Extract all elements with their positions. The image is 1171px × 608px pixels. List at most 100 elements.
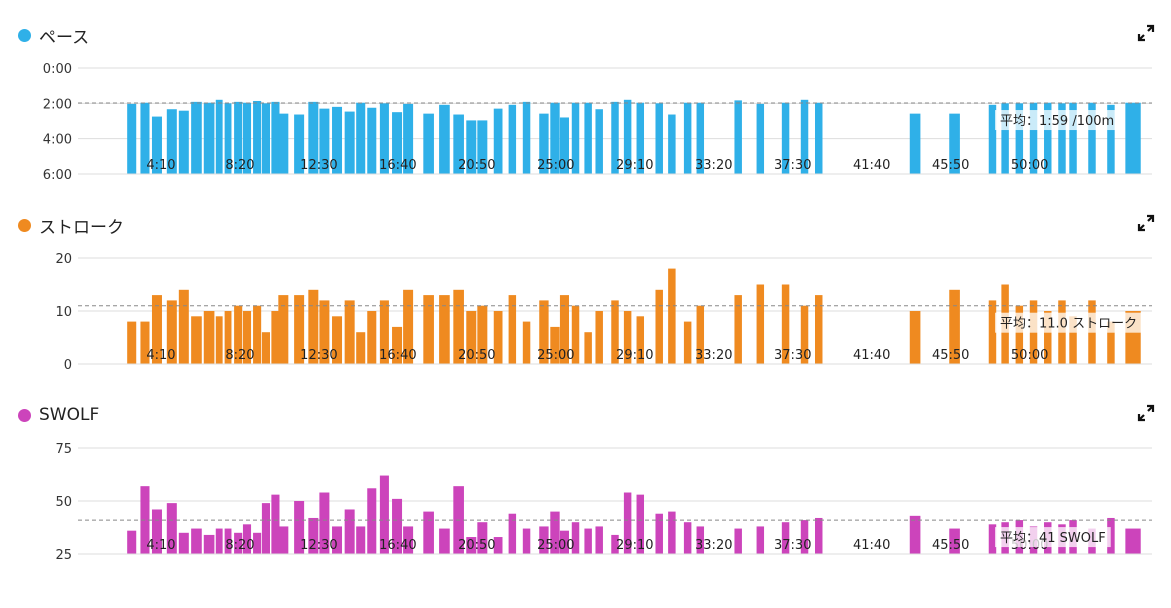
bar[interactable] (234, 101, 243, 174)
bar[interactable] (319, 108, 330, 174)
bar[interactable] (453, 114, 464, 174)
bar[interactable] (379, 103, 389, 174)
bar[interactable] (756, 284, 765, 365)
bar[interactable] (215, 528, 223, 554)
bar[interactable] (151, 295, 162, 364)
bar[interactable] (379, 300, 389, 364)
bar[interactable] (332, 106, 343, 174)
bar[interactable] (127, 103, 137, 174)
bar[interactable] (242, 311, 252, 364)
bar[interactable] (203, 311, 215, 364)
bar[interactable] (623, 99, 632, 174)
bar[interactable] (203, 534, 215, 554)
bar[interactable] (571, 102, 580, 174)
bar[interactable] (203, 102, 215, 174)
bar[interactable] (403, 289, 414, 364)
bar[interactable] (988, 104, 997, 174)
bar[interactable] (253, 305, 262, 364)
bar[interactable] (166, 503, 177, 554)
bar[interactable] (477, 120, 488, 174)
bar[interactable] (909, 311, 921, 364)
bar[interactable] (522, 101, 531, 174)
bar[interactable] (178, 532, 189, 554)
bar[interactable] (271, 494, 280, 554)
bar[interactable] (477, 522, 488, 554)
bar[interactable] (1015, 103, 1024, 174)
bar[interactable] (550, 102, 560, 174)
bar[interactable] (1044, 102, 1052, 174)
bar[interactable] (683, 522, 692, 554)
bar[interactable] (1107, 104, 1115, 174)
bar[interactable] (949, 528, 960, 554)
bar[interactable] (234, 532, 243, 554)
bar[interactable] (1044, 311, 1052, 364)
bar[interactable] (522, 321, 531, 364)
bar[interactable] (191, 528, 202, 554)
bar[interactable] (623, 311, 632, 364)
expand-icon[interactable] (1137, 214, 1155, 232)
bar[interactable] (356, 526, 366, 554)
bar[interactable] (668, 268, 676, 364)
bar[interactable] (756, 103, 765, 174)
bar[interactable] (234, 305, 243, 364)
bar[interactable] (224, 528, 232, 554)
bar[interactable] (949, 289, 960, 364)
bar[interactable] (1107, 517, 1115, 554)
bar[interactable] (584, 332, 592, 364)
bar[interactable] (550, 326, 560, 364)
bar[interactable] (466, 120, 477, 174)
bar[interactable] (308, 517, 319, 554)
bar[interactable] (559, 117, 569, 174)
bar[interactable] (815, 295, 823, 364)
bar[interactable] (127, 321, 137, 364)
bar[interactable] (261, 103, 271, 174)
bar[interactable] (584, 102, 592, 174)
bar[interactable] (493, 108, 503, 174)
bar[interactable] (655, 289, 663, 364)
bar[interactable] (261, 503, 271, 554)
bar[interactable] (253, 100, 262, 174)
bar[interactable] (508, 513, 517, 554)
bar[interactable] (815, 102, 823, 174)
bar[interactable] (636, 102, 645, 174)
bar[interactable] (988, 524, 997, 554)
bar[interactable] (332, 526, 343, 554)
bar[interactable] (453, 289, 464, 364)
bar[interactable] (308, 101, 319, 174)
bar[interactable] (319, 492, 330, 554)
bar[interactable] (466, 537, 477, 554)
bar[interactable] (127, 530, 137, 554)
bar[interactable] (367, 488, 377, 554)
bar[interactable] (242, 524, 252, 554)
bar[interactable] (392, 326, 403, 364)
bar[interactable] (403, 526, 414, 554)
bar[interactable] (668, 114, 676, 174)
bar[interactable] (367, 107, 377, 174)
bar[interactable] (278, 113, 289, 174)
bar[interactable] (294, 501, 305, 554)
bar[interactable] (734, 100, 742, 174)
bar[interactable] (683, 321, 692, 364)
bar[interactable] (571, 522, 580, 554)
bar[interactable] (151, 509, 162, 554)
bar[interactable] (595, 109, 603, 174)
bar[interactable] (356, 332, 366, 364)
bar[interactable] (595, 311, 603, 364)
bar[interactable] (988, 300, 997, 364)
bar[interactable] (1058, 103, 1066, 174)
bar[interactable] (539, 526, 549, 554)
bar[interactable] (344, 509, 355, 554)
bar[interactable] (584, 528, 592, 554)
bar[interactable] (253, 532, 262, 554)
bar[interactable] (178, 289, 189, 364)
bar[interactable] (215, 316, 223, 364)
bar[interactable] (623, 492, 632, 554)
bar[interactable] (636, 316, 645, 364)
bar[interactable] (439, 528, 450, 554)
bar[interactable] (493, 311, 503, 364)
bar[interactable] (439, 104, 450, 174)
bar[interactable] (696, 305, 705, 364)
bar[interactable] (1125, 102, 1141, 174)
bar[interactable] (668, 511, 676, 554)
bar[interactable] (909, 113, 921, 174)
